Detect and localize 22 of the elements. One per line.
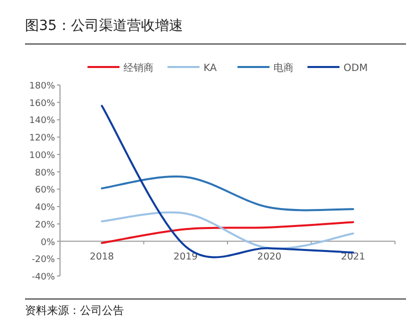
x-tick-label: 2018 bbox=[90, 251, 114, 262]
y-tick-label: 120% bbox=[29, 134, 56, 144]
y-tick-label: 80% bbox=[34, 168, 56, 178]
legend-label: KA bbox=[204, 63, 217, 74]
y-tick-label: 180% bbox=[29, 82, 56, 92]
legend-label: ODM bbox=[344, 63, 368, 74]
y-tick-label: 140% bbox=[29, 116, 56, 126]
legend-label: 经销商 bbox=[124, 62, 154, 74]
chart-title: 图35：公司渠道营收增速 bbox=[25, 18, 183, 34]
y-tick-label: 0% bbox=[40, 238, 56, 248]
legend-label: 电商 bbox=[274, 62, 294, 74]
y-tick-label: 160% bbox=[29, 98, 56, 109]
x-tick-label: 2020 bbox=[257, 251, 282, 262]
y-tick-label: 60% bbox=[34, 186, 56, 196]
x-tick-label: 2021 bbox=[341, 251, 366, 262]
text: 资料来源：公司公告 bbox=[25, 304, 124, 317]
x-tick-label: 2019 bbox=[174, 251, 198, 262]
y-tick-label: -20% bbox=[32, 255, 56, 266]
y-tick-label: 40% bbox=[34, 203, 56, 214]
y-tick-label: 100% bbox=[29, 150, 56, 161]
y-tick-label: 20% bbox=[34, 220, 56, 230]
y-tick-label: -40% bbox=[32, 272, 56, 282]
